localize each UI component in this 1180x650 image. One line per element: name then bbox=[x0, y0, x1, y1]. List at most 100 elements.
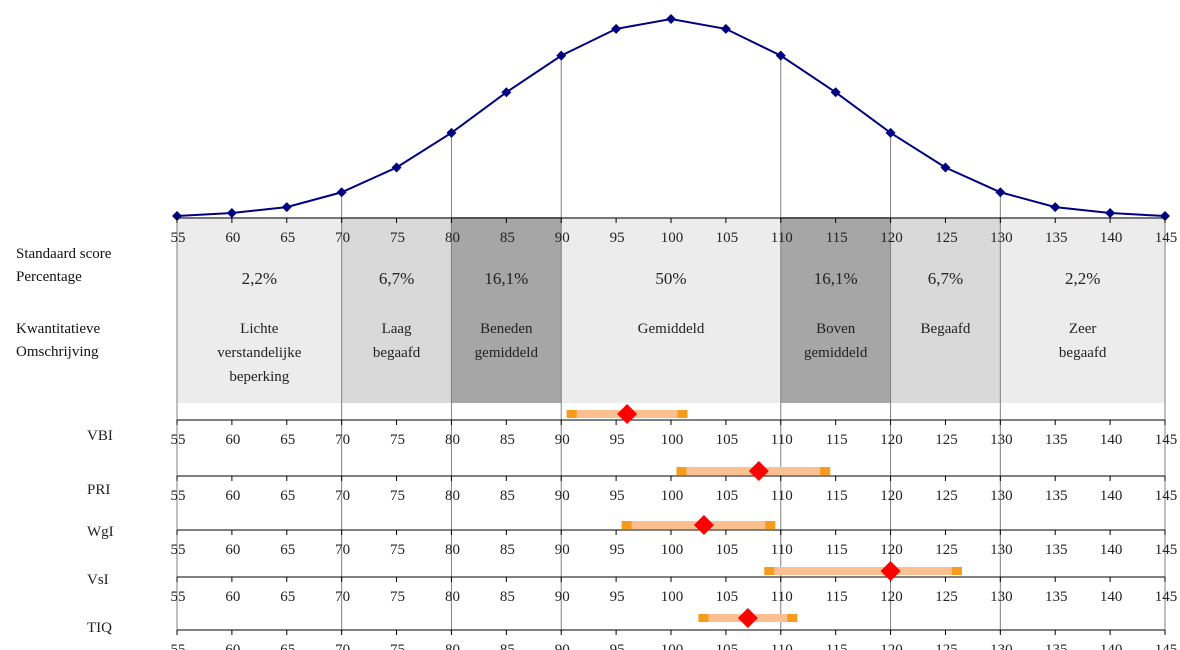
tick-label: 120 bbox=[880, 642, 903, 650]
tick-label: 105 bbox=[716, 488, 739, 504]
tick-label: 70 bbox=[335, 230, 350, 246]
curve-point bbox=[995, 187, 1006, 198]
tick-label: 85 bbox=[500, 542, 515, 558]
tick-label: 130 bbox=[990, 542, 1013, 558]
tick-label: 75 bbox=[390, 642, 405, 650]
tick-label: 135 bbox=[1045, 642, 1068, 650]
tick-label: 80 bbox=[445, 589, 460, 605]
tick-label: 145 bbox=[1155, 230, 1178, 246]
ci-bar-start bbox=[764, 567, 775, 575]
tick-label: 110 bbox=[771, 642, 793, 650]
tick-label: 75 bbox=[390, 488, 405, 504]
tick-label: 105 bbox=[716, 230, 739, 246]
tick-label: 100 bbox=[661, 230, 684, 246]
ci-bar-end bbox=[765, 521, 776, 529]
kwantitatieve-label: Kwantitatieve bbox=[16, 321, 101, 337]
tick-label: 125 bbox=[935, 642, 958, 650]
normal-curve bbox=[172, 14, 1170, 222]
tick-label: 95 bbox=[610, 542, 625, 558]
tick-label: 110 bbox=[771, 542, 793, 558]
tick-label: 95 bbox=[610, 642, 625, 650]
tick-label: 85 bbox=[500, 488, 515, 504]
tick-label: 105 bbox=[716, 542, 739, 558]
tick-label: 85 bbox=[500, 642, 515, 650]
band-description: beperking bbox=[229, 369, 289, 385]
curve-point bbox=[172, 211, 182, 222]
band-rect bbox=[451, 217, 562, 403]
band-description: gemiddeld bbox=[475, 345, 539, 361]
score-rows: VBI PRI WgI VsI TIQ bbox=[87, 404, 962, 636]
tick-label: 90 bbox=[555, 642, 570, 650]
tick-label: 55 bbox=[171, 432, 186, 448]
curve-point bbox=[666, 14, 676, 24]
score-axes: 55 60 65 70 75 80 85 90 95 100 105 110 115 120 125 130 1… bbox=[171, 217, 1178, 650]
tick-label: 75 bbox=[390, 432, 405, 448]
tick-label: 110 bbox=[771, 230, 793, 246]
tick-label: 140 bbox=[1100, 542, 1123, 558]
curve-point bbox=[226, 208, 237, 219]
tick-label: 130 bbox=[990, 642, 1013, 650]
band-percentage: 16,1% bbox=[814, 269, 858, 288]
score-label: VBI bbox=[87, 428, 113, 444]
tick-label: 135 bbox=[1045, 230, 1068, 246]
band-rect bbox=[341, 217, 452, 403]
score-marker bbox=[693, 515, 714, 535]
tick-label: 105 bbox=[716, 642, 739, 650]
tick-label: 70 bbox=[335, 589, 350, 605]
band-rect bbox=[780, 217, 891, 403]
tick-label: 115 bbox=[826, 230, 848, 246]
tick-label: 120 bbox=[880, 542, 903, 558]
tick-label: 135 bbox=[1045, 432, 1068, 448]
tick-label: 125 bbox=[935, 488, 958, 504]
tick-label: 130 bbox=[990, 230, 1013, 246]
band-description: begaafd bbox=[1059, 345, 1107, 361]
curve-point bbox=[940, 162, 951, 173]
tick-label: 70 bbox=[335, 542, 350, 558]
tick-label: 135 bbox=[1045, 488, 1068, 504]
tick-label: 60 bbox=[225, 642, 240, 650]
tick-label: 105 bbox=[716, 432, 739, 448]
tick-label: 135 bbox=[1045, 589, 1068, 605]
tick-label: 65 bbox=[280, 488, 295, 504]
tick-label: 140 bbox=[1100, 488, 1123, 504]
score-label: PRI bbox=[87, 482, 110, 498]
curve-point bbox=[281, 202, 292, 213]
band-backgrounds bbox=[177, 217, 1165, 403]
ci-bar-end bbox=[951, 567, 962, 575]
tick-label: 130 bbox=[990, 432, 1013, 448]
tick-label: 115 bbox=[826, 542, 848, 558]
tick-label: 60 bbox=[225, 589, 240, 605]
band-description: Beneden bbox=[480, 321, 533, 337]
tick-label: 70 bbox=[335, 488, 350, 504]
tick-label: 110 bbox=[771, 488, 793, 504]
curve-point bbox=[556, 50, 567, 61]
tick-label: 70 bbox=[335, 642, 350, 650]
tick-label: 95 bbox=[610, 432, 625, 448]
tick-label: 80 bbox=[445, 230, 460, 246]
score-marker bbox=[748, 461, 769, 481]
curve-point bbox=[1160, 211, 1170, 222]
ci-bar-end bbox=[820, 467, 831, 475]
curve-point bbox=[775, 50, 786, 61]
tick-label: 140 bbox=[1100, 642, 1123, 650]
ci-bar-start bbox=[676, 467, 687, 475]
standaard-score-label: Standaard score bbox=[16, 246, 112, 262]
band-percentage: 6,7% bbox=[928, 269, 963, 288]
tick-label: 90 bbox=[555, 589, 570, 605]
tick-label: 55 bbox=[171, 488, 186, 504]
band-percentage: 2,2% bbox=[242, 269, 277, 288]
curve-point bbox=[611, 23, 622, 34]
tick-label: 90 bbox=[555, 488, 570, 504]
score-label: WgI bbox=[87, 524, 114, 540]
tick-label: 80 bbox=[445, 432, 460, 448]
tick-label: 60 bbox=[225, 488, 240, 504]
tick-label: 55 bbox=[171, 542, 186, 558]
tick-label: 60 bbox=[225, 542, 240, 558]
tick-label: 95 bbox=[610, 488, 625, 504]
tick-label: 135 bbox=[1045, 542, 1068, 558]
tick-label: 80 bbox=[445, 642, 460, 650]
tick-label: 115 bbox=[826, 589, 848, 605]
tick-label: 90 bbox=[555, 230, 570, 246]
tick-label: 80 bbox=[445, 542, 460, 558]
